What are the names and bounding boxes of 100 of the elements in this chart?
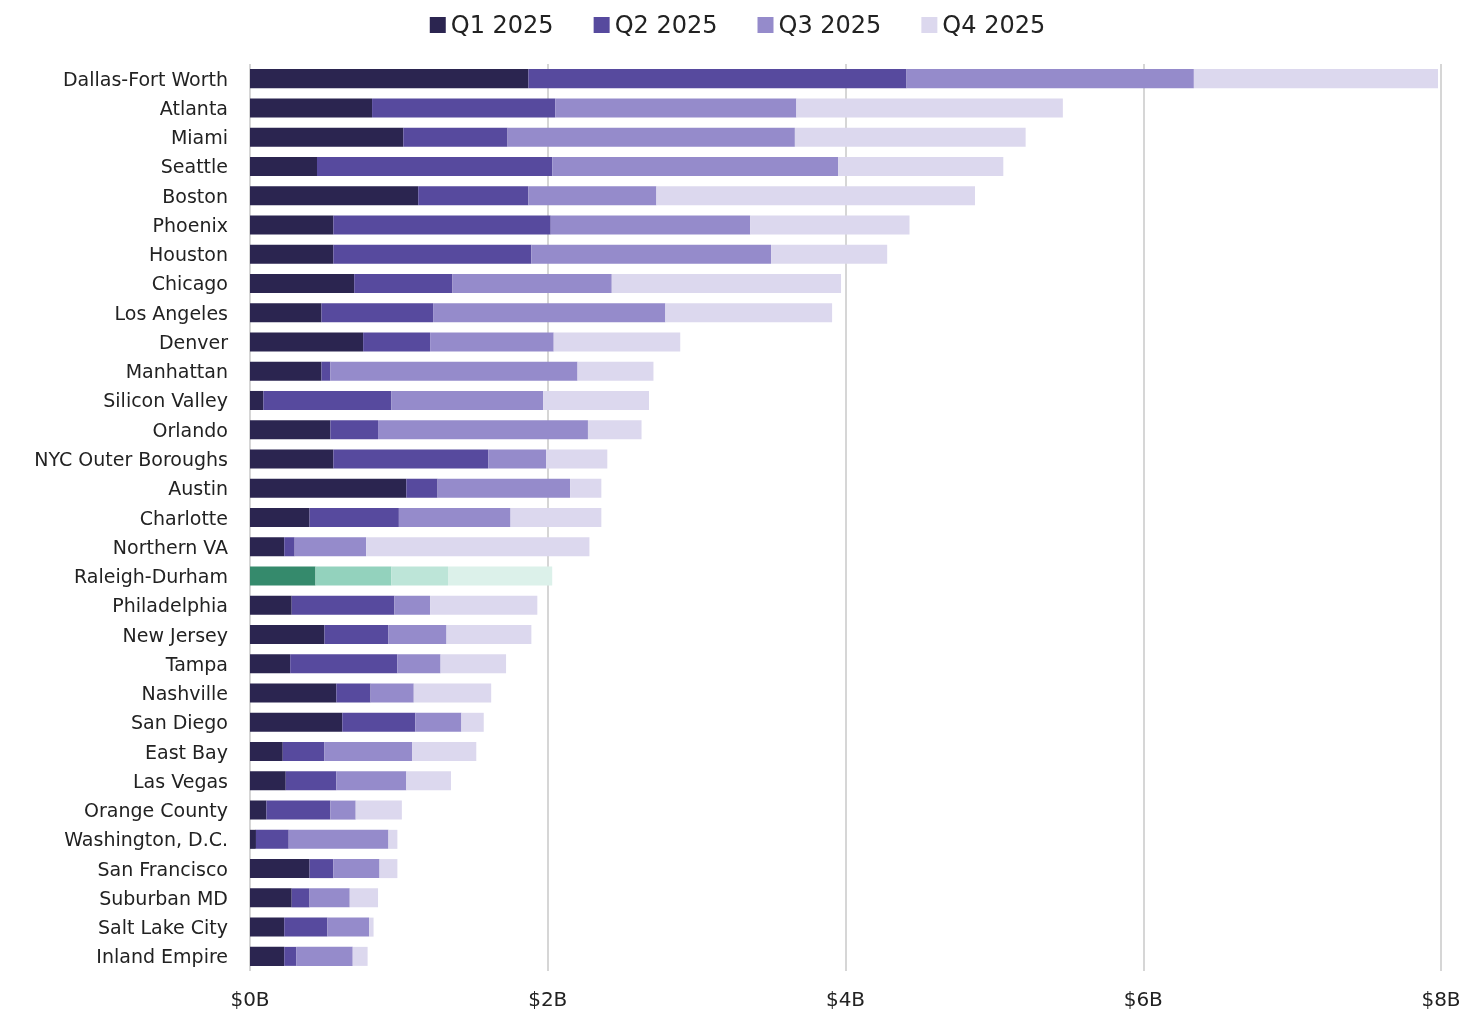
y-tick-label: Northern VA bbox=[112, 535, 228, 558]
bar bbox=[665, 303, 833, 323]
bar bbox=[288, 829, 389, 849]
bar bbox=[250, 771, 286, 791]
bar bbox=[415, 712, 462, 732]
bar bbox=[250, 244, 334, 264]
bar bbox=[437, 478, 571, 498]
bar bbox=[321, 361, 331, 381]
y-tick-label: Silicon Valley bbox=[103, 389, 228, 412]
bar bbox=[309, 888, 350, 908]
bar bbox=[488, 449, 547, 469]
bar bbox=[552, 156, 839, 176]
y-tick-label: Raleigh-Durham bbox=[74, 565, 228, 588]
bar bbox=[406, 771, 451, 791]
bar bbox=[546, 449, 608, 469]
y-tick-label: Houston bbox=[149, 243, 228, 266]
bar bbox=[406, 478, 438, 498]
y-tick-label: San Francisco bbox=[97, 857, 228, 880]
bar bbox=[433, 303, 666, 323]
bar bbox=[531, 244, 772, 264]
bar bbox=[528, 186, 657, 206]
bar bbox=[250, 69, 529, 89]
y-tick-label: Miami bbox=[170, 126, 228, 149]
y-tick-label: Salt Lake City bbox=[98, 916, 228, 939]
bar bbox=[349, 888, 379, 908]
bar bbox=[906, 69, 1194, 89]
bar bbox=[1193, 69, 1439, 89]
bar bbox=[250, 156, 317, 176]
bar bbox=[370, 683, 414, 703]
bar bbox=[315, 566, 392, 586]
bar bbox=[794, 127, 1026, 147]
bar bbox=[250, 917, 285, 937]
bar bbox=[250, 625, 325, 645]
bar bbox=[296, 946, 353, 966]
bar bbox=[391, 390, 544, 410]
bar bbox=[250, 186, 419, 206]
y-tick-label: New Jersey bbox=[122, 623, 228, 646]
bar bbox=[250, 537, 285, 557]
x-tick-label: $0B bbox=[230, 987, 270, 1011]
bar bbox=[446, 625, 532, 645]
bar bbox=[250, 127, 404, 147]
y-tick-label: Las Vegas bbox=[133, 769, 228, 792]
bar bbox=[510, 507, 602, 528]
bar bbox=[577, 361, 654, 381]
bar bbox=[250, 420, 331, 440]
bar bbox=[372, 98, 556, 118]
y-tick-label: Orlando bbox=[152, 418, 228, 441]
x-tick-label: $8B bbox=[1421, 987, 1461, 1011]
y-tick-label: Chicago bbox=[151, 272, 228, 295]
bar bbox=[250, 654, 291, 674]
bar bbox=[394, 595, 431, 615]
bar bbox=[284, 917, 328, 937]
bar bbox=[250, 712, 343, 732]
bar bbox=[309, 507, 399, 528]
y-tick-label: Inland Empire bbox=[96, 945, 228, 968]
bar bbox=[266, 800, 331, 820]
bar bbox=[543, 390, 649, 410]
y-tick-label: Manhattan bbox=[125, 360, 228, 383]
bar bbox=[327, 917, 370, 937]
bar bbox=[285, 771, 337, 791]
bar bbox=[336, 683, 371, 703]
legend-label: Q2 2025 bbox=[614, 11, 718, 39]
bar bbox=[388, 625, 447, 645]
bar bbox=[290, 654, 398, 674]
y-tick-label: Philadelphia bbox=[112, 594, 228, 617]
x-tick-label: $4B bbox=[825, 987, 866, 1011]
bar bbox=[430, 595, 538, 615]
bar bbox=[378, 420, 588, 440]
y-tick-label: Tampa bbox=[164, 652, 228, 675]
legend-label: Q1 2025 bbox=[450, 11, 554, 39]
bar bbox=[333, 215, 551, 235]
bar bbox=[336, 771, 407, 791]
bar bbox=[587, 420, 642, 440]
bar bbox=[397, 654, 441, 674]
bar bbox=[250, 888, 292, 908]
y-tick-label: Boston bbox=[162, 184, 228, 207]
bar bbox=[452, 273, 612, 293]
bar bbox=[461, 712, 484, 732]
bar bbox=[333, 244, 532, 264]
y-tick-label: Suburban MD bbox=[99, 886, 228, 909]
bar bbox=[294, 537, 367, 557]
y-tick-label: Washington, D.C. bbox=[64, 828, 228, 851]
bar bbox=[550, 215, 751, 235]
bar bbox=[316, 156, 553, 176]
bar bbox=[330, 361, 578, 381]
bar bbox=[263, 390, 392, 410]
bar bbox=[430, 332, 554, 352]
bar bbox=[418, 186, 529, 206]
bar bbox=[250, 215, 334, 235]
bar bbox=[284, 537, 295, 557]
bar bbox=[838, 156, 1004, 176]
bar bbox=[656, 186, 976, 206]
x-tick-label: $2B bbox=[528, 987, 568, 1011]
bar bbox=[771, 244, 888, 264]
bar bbox=[330, 420, 379, 440]
bar bbox=[555, 98, 797, 118]
bar bbox=[342, 712, 416, 732]
bar bbox=[528, 69, 907, 89]
y-tick-label: Los Angeles bbox=[114, 301, 228, 324]
bar bbox=[250, 566, 316, 586]
